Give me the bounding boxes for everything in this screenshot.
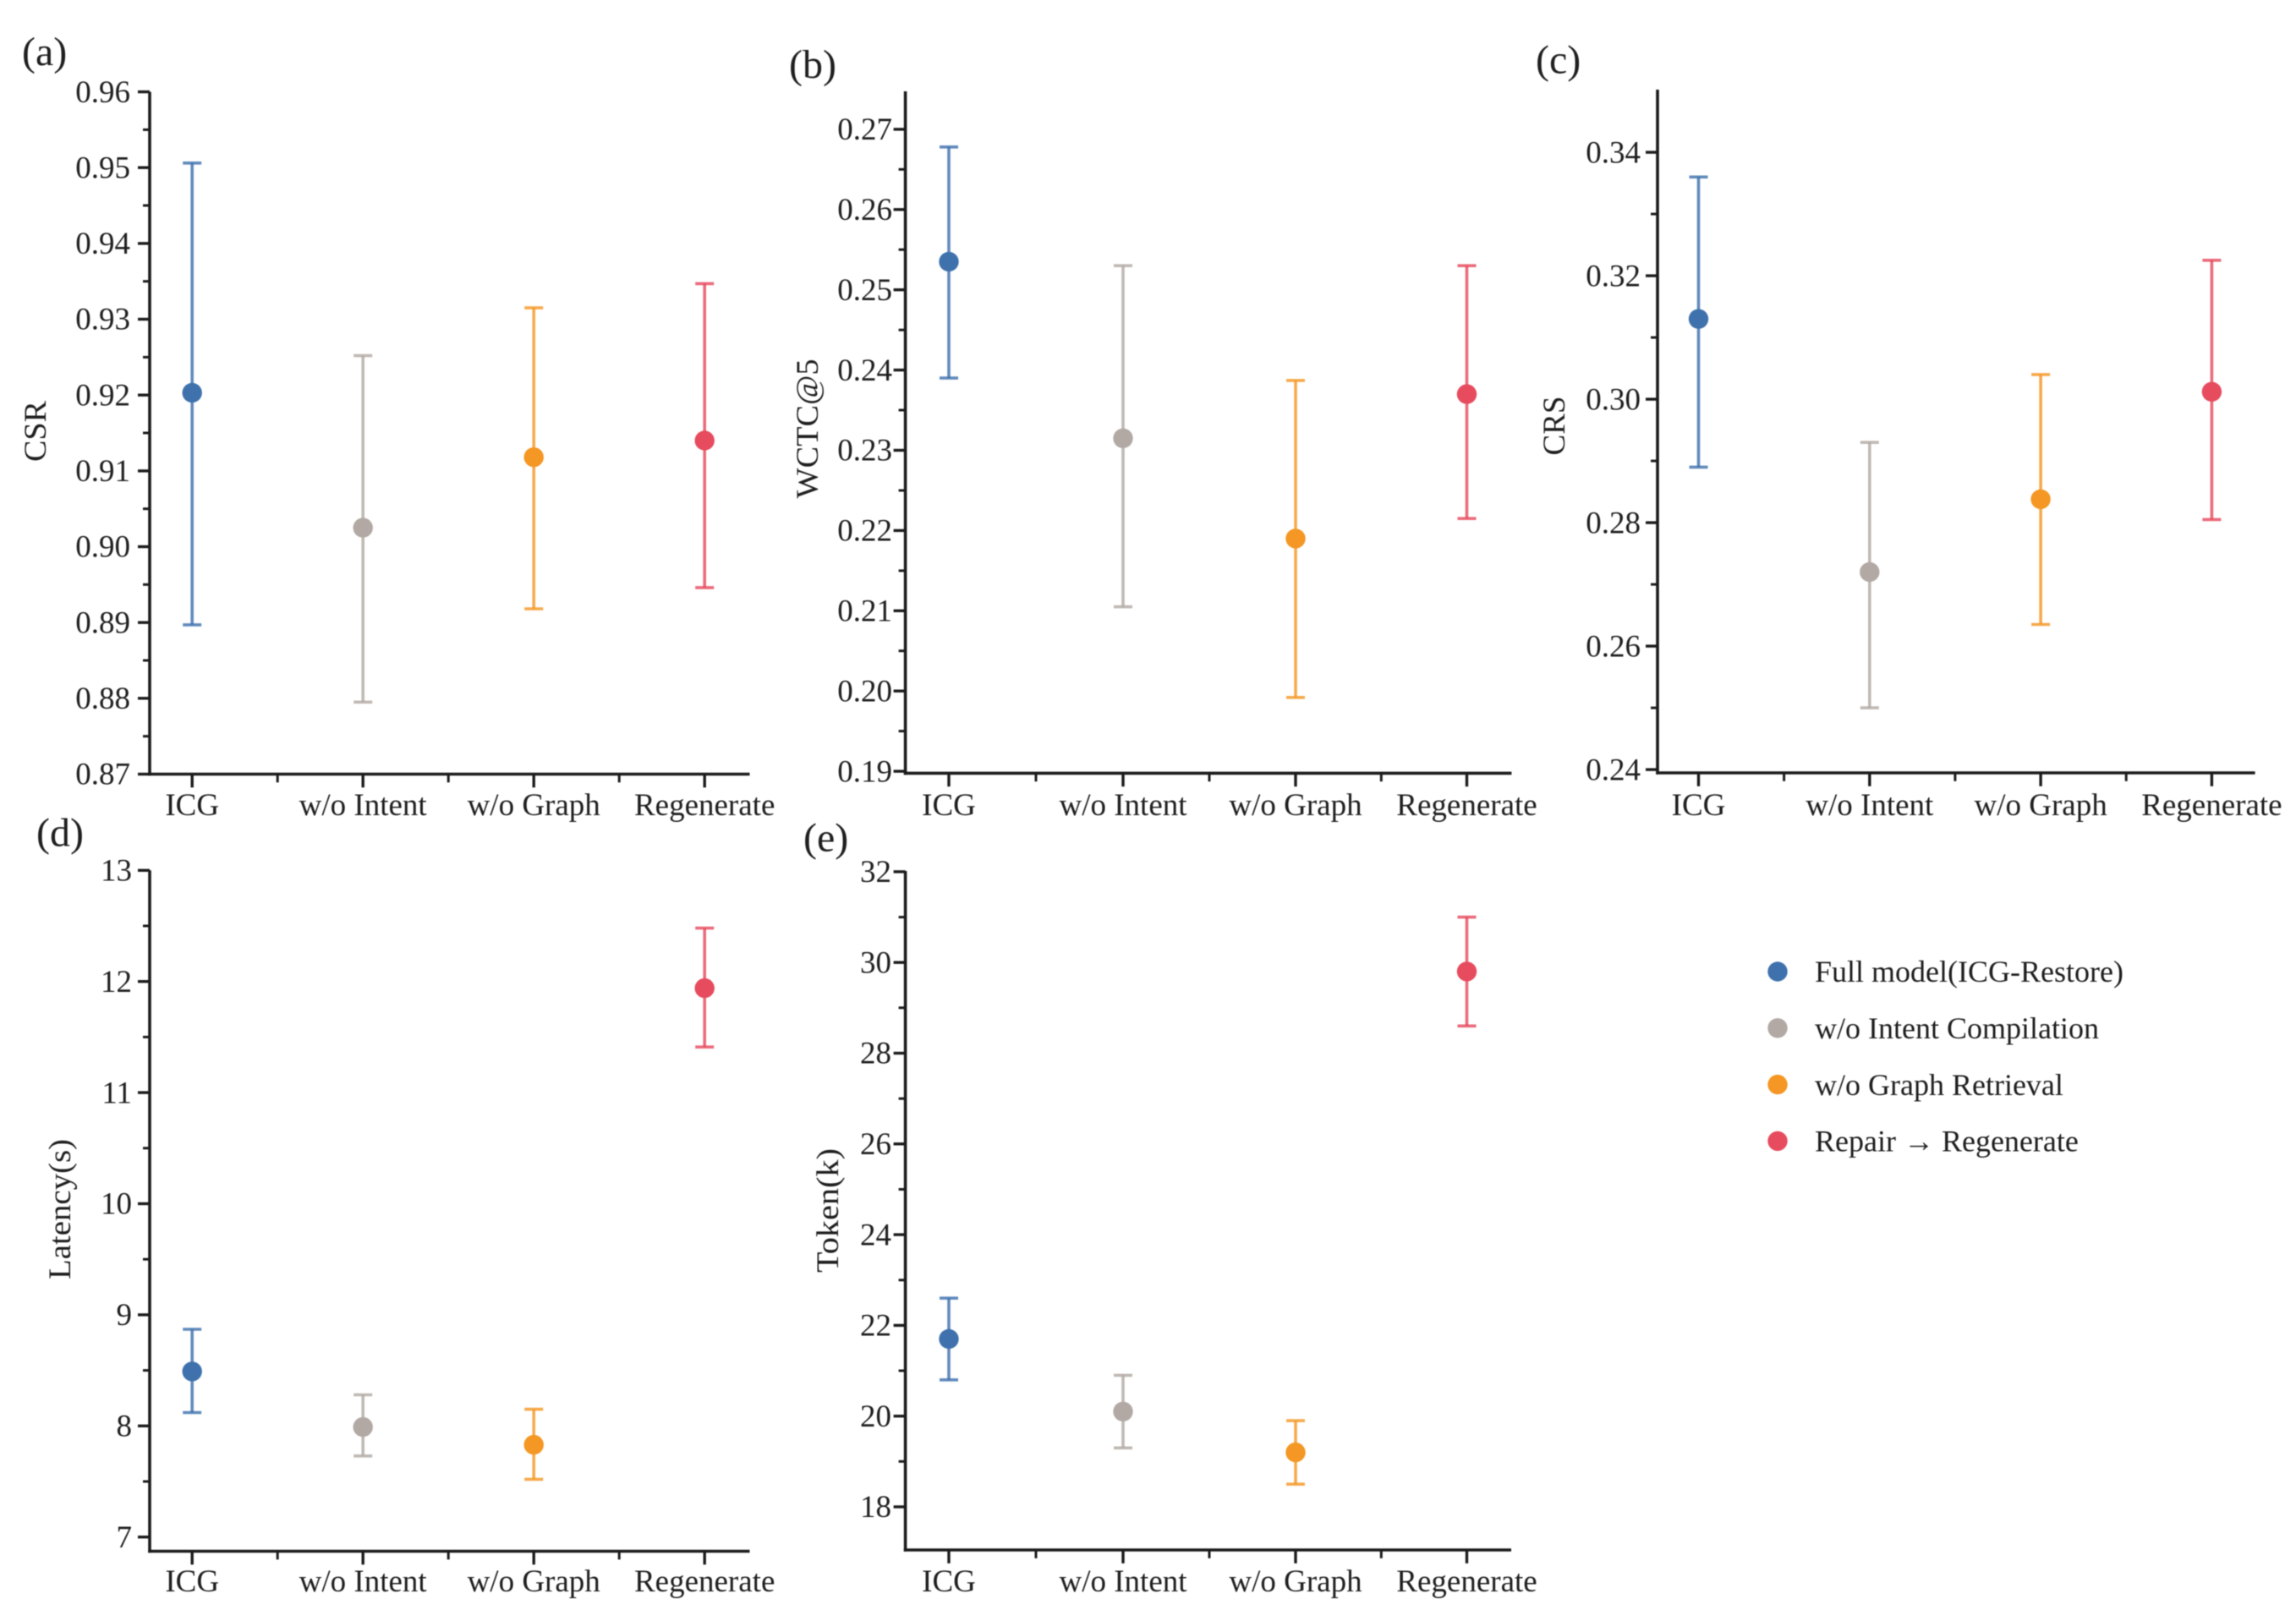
svg-text:0.24: 0.24	[837, 353, 892, 388]
svg-text:0.88: 0.88	[75, 682, 130, 716]
svg-text:20: 20	[860, 1399, 891, 1434]
svg-text:w/o Graph: w/o Graph	[1974, 788, 2107, 823]
svg-text:0.25: 0.25	[837, 273, 892, 308]
svg-text:32: 32	[860, 855, 891, 890]
svg-text:Repair → Regenerate: Repair → Regenerate	[1815, 1125, 2079, 1158]
svg-text:13: 13	[101, 854, 132, 889]
svg-text:CRS: CRS	[1537, 397, 1572, 456]
svg-text:0.91: 0.91	[75, 454, 130, 489]
svg-text:(c): (c)	[1536, 38, 1581, 83]
svg-text:Latency(s): Latency(s)	[43, 1139, 78, 1279]
svg-text:0.28: 0.28	[1586, 506, 1641, 540]
svg-text:Regenerate: Regenerate	[1396, 1564, 1537, 1599]
svg-text:0.93: 0.93	[75, 303, 130, 337]
svg-text:ICG: ICG	[922, 788, 976, 823]
svg-text:0.19: 0.19	[837, 754, 892, 789]
svg-text:(a): (a)	[22, 30, 67, 74]
svg-text:30: 30	[860, 945, 891, 980]
svg-text:10: 10	[101, 1187, 132, 1222]
svg-text:w/o Graph: w/o Graph	[1229, 788, 1362, 823]
svg-text:0.32: 0.32	[1586, 259, 1641, 293]
svg-text:w/o Intent: w/o Intent	[299, 788, 428, 823]
svg-text:ICG: ICG	[165, 788, 219, 823]
svg-text:9: 9	[117, 1298, 133, 1333]
svg-text:0.20: 0.20	[837, 674, 892, 709]
svg-text:Regenerate: Regenerate	[634, 1564, 775, 1599]
svg-text:(d): (d)	[36, 811, 84, 856]
svg-text:w/o Graph Retrieval: w/o Graph Retrieval	[1815, 1068, 2063, 1102]
svg-text:0.89: 0.89	[75, 605, 130, 640]
svg-text:0.87: 0.87	[75, 758, 130, 792]
svg-text:0.94: 0.94	[75, 227, 130, 261]
svg-text:(e): (e)	[803, 816, 848, 861]
svg-text:0.34: 0.34	[1586, 135, 1641, 170]
svg-text:Regenerate: Regenerate	[1396, 788, 1537, 823]
svg-text:12: 12	[101, 965, 132, 999]
svg-text:w/o Intent: w/o Intent	[1059, 788, 1187, 823]
svg-text:7: 7	[117, 1520, 133, 1555]
svg-text:0.24: 0.24	[1586, 753, 1641, 787]
svg-text:Regenerate: Regenerate	[2141, 788, 2282, 823]
svg-text:28: 28	[860, 1037, 891, 1071]
svg-text:ICG: ICG	[922, 1564, 976, 1599]
svg-text:0.23: 0.23	[837, 434, 892, 468]
svg-text:w/o Intent: w/o Intent	[1059, 1564, 1187, 1599]
svg-text:w/o Intent Compilation: w/o Intent Compilation	[1815, 1011, 2099, 1045]
svg-text:Token(k): Token(k)	[811, 1148, 846, 1273]
svg-text:18: 18	[860, 1490, 891, 1525]
svg-text:w/o Intent: w/o Intent	[1806, 788, 1934, 823]
svg-text:0.92: 0.92	[75, 378, 130, 413]
svg-text:0.95: 0.95	[75, 151, 130, 185]
svg-text:0.90: 0.90	[75, 530, 130, 565]
svg-text:22: 22	[860, 1309, 891, 1344]
svg-text:24: 24	[860, 1218, 891, 1252]
svg-text:w/o Intent: w/o Intent	[299, 1564, 428, 1599]
svg-text:0.26: 0.26	[1586, 629, 1641, 664]
svg-text:w/o Graph: w/o Graph	[468, 1564, 601, 1599]
svg-text:CSR: CSR	[19, 401, 53, 462]
svg-text:(b): (b)	[789, 42, 836, 87]
svg-text:ICG: ICG	[1672, 788, 1726, 823]
svg-text:26: 26	[860, 1127, 891, 1162]
svg-text:8: 8	[117, 1410, 133, 1444]
svg-text:WCTC@5: WCTC@5	[791, 359, 825, 499]
svg-text:0.22: 0.22	[837, 514, 892, 549]
svg-text:Regenerate: Regenerate	[634, 788, 775, 823]
svg-text:0.26: 0.26	[837, 193, 892, 227]
svg-text:0.21: 0.21	[837, 594, 892, 629]
svg-text:ICG: ICG	[165, 1564, 219, 1599]
svg-text:11: 11	[101, 1076, 132, 1110]
svg-text:0.27: 0.27	[837, 112, 892, 147]
svg-text:Full model(ICG-Restore): Full model(ICG-Restore)	[1815, 955, 2123, 988]
svg-text:0.30: 0.30	[1586, 382, 1641, 417]
svg-text:w/o Graph: w/o Graph	[1229, 1564, 1362, 1599]
svg-text:w/o Graph: w/o Graph	[468, 788, 601, 823]
svg-text:0.96: 0.96	[75, 75, 130, 110]
